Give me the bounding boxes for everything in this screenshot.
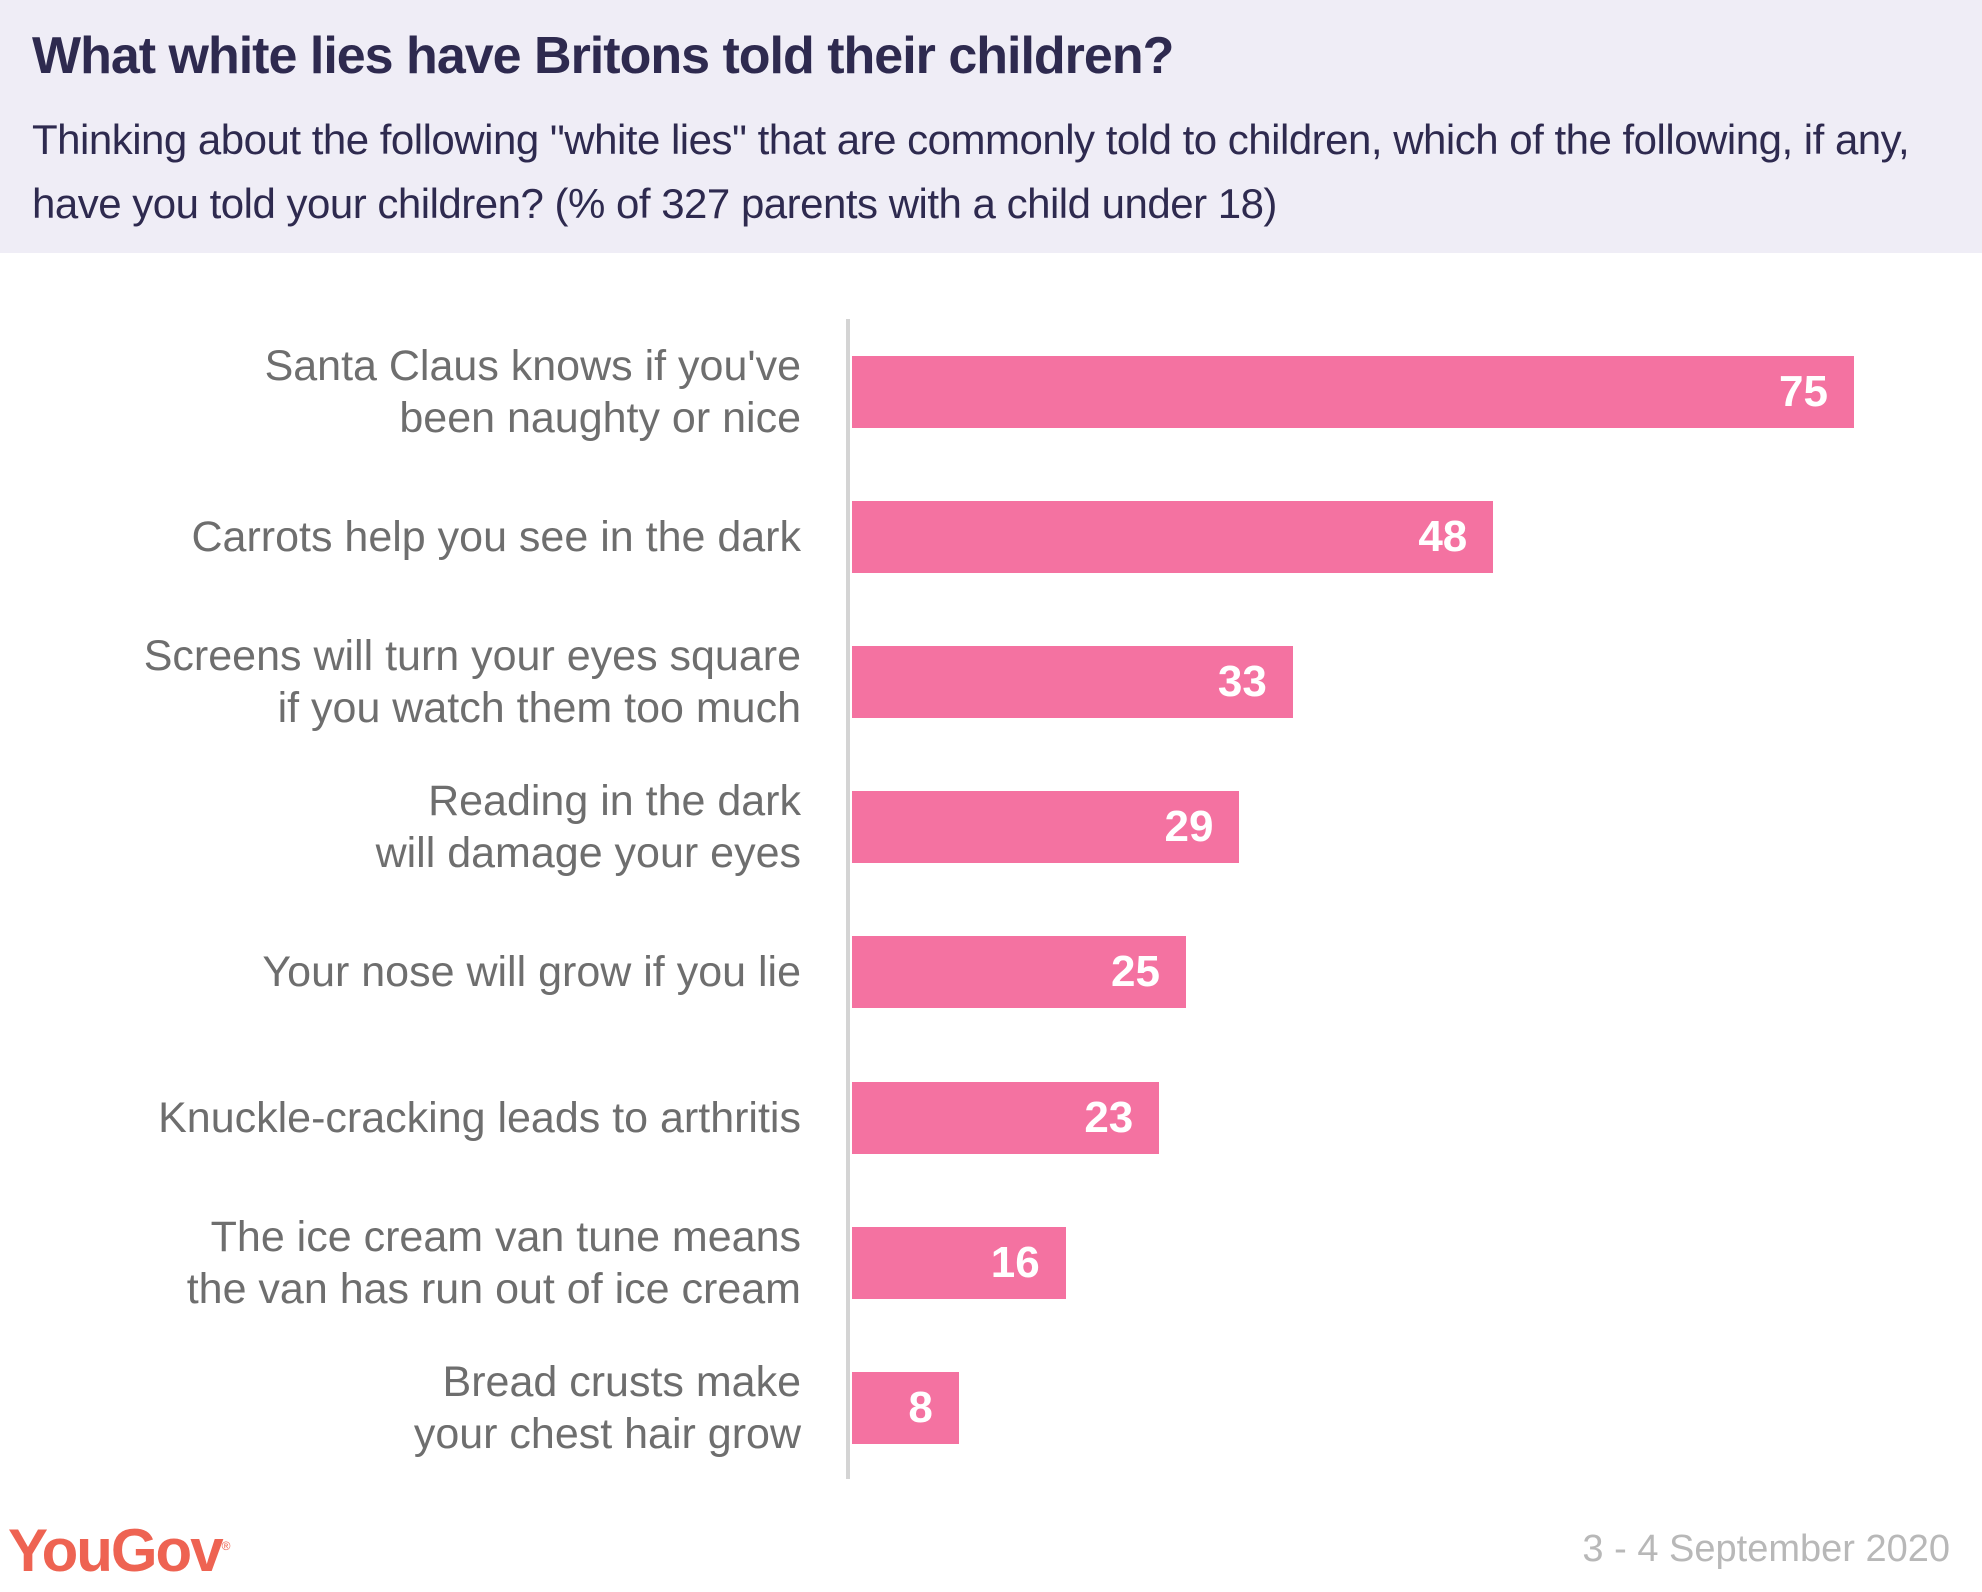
- bar: 16: [852, 1226, 1066, 1299]
- data-label: 23: [1084, 1092, 1134, 1142]
- category-label-line: the van has run out of ice cream: [186, 1264, 801, 1313]
- bar: 33: [852, 646, 1293, 719]
- bar: 25: [852, 936, 1186, 1009]
- data-label: 29: [1164, 802, 1214, 852]
- category-label-line: Your nose will grow if you lie: [262, 948, 801, 997]
- category-label: The ice cream van tune means the van has …: [21, 1211, 801, 1315]
- category-label: Reading in the dark will damage your eyes: [21, 775, 801, 879]
- bar: 75: [852, 356, 1854, 428]
- category-label-line: Bread crusts make: [442, 1357, 801, 1406]
- category-label: Santa Claus knows if you've been naughty …: [21, 340, 801, 444]
- category-label-line: Carrots help you see in the dark: [191, 513, 802, 562]
- category-label: Your nose will grow if you lie: [21, 946, 801, 998]
- chart-header: What white lies have Britons told their …: [0, 0, 1982, 253]
- chart-title: What white lies have Britons told their …: [32, 27, 1174, 85]
- data-label: 16: [990, 1237, 1040, 1287]
- category-label: Knuckle-cracking leads to arthritis: [21, 1092, 801, 1144]
- data-label: 75: [1779, 367, 1828, 416]
- category-label: Carrots help you see in the dark: [21, 511, 802, 563]
- bar: 8: [852, 1371, 959, 1444]
- category-label-line: Screens will turn your eyes square: [143, 632, 801, 681]
- fieldwork-date: 3 - 4 September 2020: [1582, 1528, 1950, 1570]
- yougov-logo: YouGov®: [8, 1517, 230, 1584]
- category-label-line: Santa Claus knows if you've: [264, 342, 801, 390]
- bar: 48: [852, 501, 1494, 574]
- bar: 23: [852, 1081, 1160, 1154]
- chart-subtitle: Thinking about the following "white lies…: [32, 116, 1910, 227]
- category-axis-line: [846, 319, 850, 1479]
- category-label-line: Reading in the dark: [428, 777, 801, 826]
- data-label: 48: [1418, 512, 1468, 562]
- data-label: 33: [1217, 657, 1267, 707]
- category-label-line: your chest hair grow: [413, 1409, 801, 1458]
- category-label-line: if you watch them too much: [277, 684, 801, 733]
- data-label: 8: [908, 1382, 933, 1432]
- category-label: Screens will turn your eyes square if you…: [21, 630, 801, 734]
- category-label-line: will damage your eyes: [375, 829, 801, 878]
- category-label: Bread crusts make your chest hair grow: [21, 1356, 801, 1460]
- category-label-line: been naughty or nice: [399, 394, 801, 442]
- data-label: 25: [1111, 947, 1160, 997]
- bar: 29: [852, 791, 1240, 864]
- category-label-line: The ice cream van tune means: [210, 1212, 801, 1261]
- category-label-line: Knuckle-cracking leads to arthritis: [158, 1093, 801, 1142]
